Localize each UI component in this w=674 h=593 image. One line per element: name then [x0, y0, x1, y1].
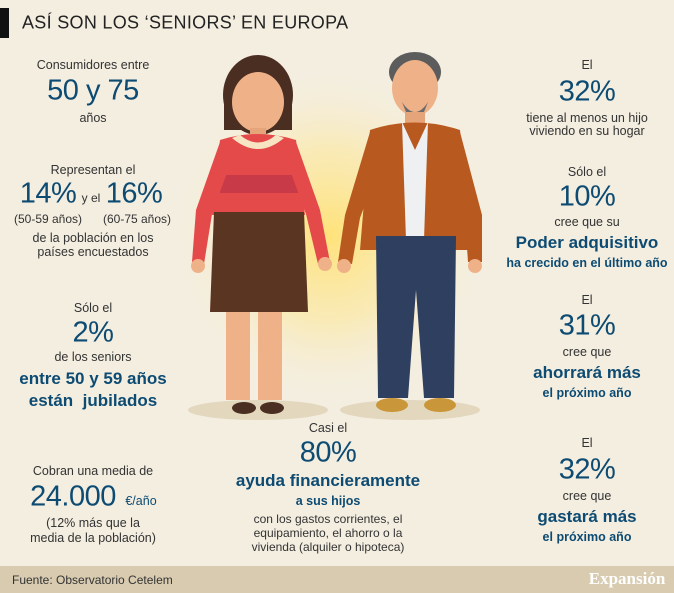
subhighlight: el próximo año — [542, 386, 632, 400]
shadow — [188, 400, 328, 420]
footer-bar — [0, 566, 674, 593]
subhighlight: el próximo año — [542, 530, 632, 544]
source: Fuente: Observatorio Cetelem — [12, 573, 173, 587]
figure: 32% — [558, 75, 616, 108]
figure: 32% — [558, 453, 616, 486]
unit: €/año — [125, 494, 157, 508]
figure: 24.000 — [30, 480, 116, 513]
text: media de la población) — [30, 531, 156, 545]
highlight: ayuda financieramente — [235, 471, 421, 490]
highlight: ahorrará más — [533, 363, 641, 382]
highlight: gastará más — [537, 507, 637, 526]
text: (12% más que la — [46, 516, 140, 530]
subhighlight: ha crecido en el último año — [506, 256, 668, 270]
text: países encuestados — [37, 245, 149, 259]
intro: Sólo el — [567, 165, 607, 179]
highlight: Poder adquisitivo — [515, 233, 659, 252]
figure: 16% — [105, 177, 163, 210]
intro: Sólo el — [73, 301, 113, 315]
title-bar — [0, 8, 9, 38]
title: ASÍ SON LOS ‘SENIORS’ EN EUROPA — [22, 12, 349, 33]
intro: Cobran una media de — [32, 464, 154, 478]
figure: 31% — [558, 309, 616, 342]
intro: El — [581, 58, 593, 72]
text: años — [79, 111, 107, 125]
intro: Representan el — [50, 163, 136, 177]
intro: El — [581, 293, 593, 307]
text: de los seniors — [54, 350, 132, 364]
shadow — [340, 400, 480, 420]
text: cree que — [562, 345, 612, 359]
text: equipamiento, el ahorro o la — [253, 526, 403, 540]
note: (50-59 años) — [13, 212, 83, 226]
figure: 10% — [558, 180, 616, 213]
brand: Expansión — [588, 569, 666, 588]
text: viviendo en su hogar — [529, 124, 645, 138]
text: tiene al menos un hijo — [526, 111, 648, 125]
text: vivienda (alquiler o hipoteca) — [251, 540, 405, 554]
subhighlight: a sus hijos — [295, 494, 361, 508]
figure: 80% — [299, 436, 357, 469]
intro: Consumidores entre — [36, 58, 150, 72]
highlight: entre 50 y 59 años — [19, 369, 167, 388]
woman — [191, 55, 332, 414]
intro: Casi el — [308, 421, 348, 435]
text: con los gastos corrientes, el — [253, 512, 403, 526]
figure: 2% — [72, 316, 114, 349]
text: cree que su — [554, 215, 620, 229]
text: de la población en los — [32, 231, 154, 245]
note: (60-75 años) — [102, 212, 172, 226]
intro: El — [581, 436, 593, 450]
figure: 50 y 75 — [47, 74, 139, 107]
figure: 14% — [19, 177, 77, 210]
man — [337, 52, 482, 412]
highlight: están jubilados — [28, 391, 158, 410]
text: y el — [81, 191, 101, 205]
text: cree que — [562, 489, 612, 503]
